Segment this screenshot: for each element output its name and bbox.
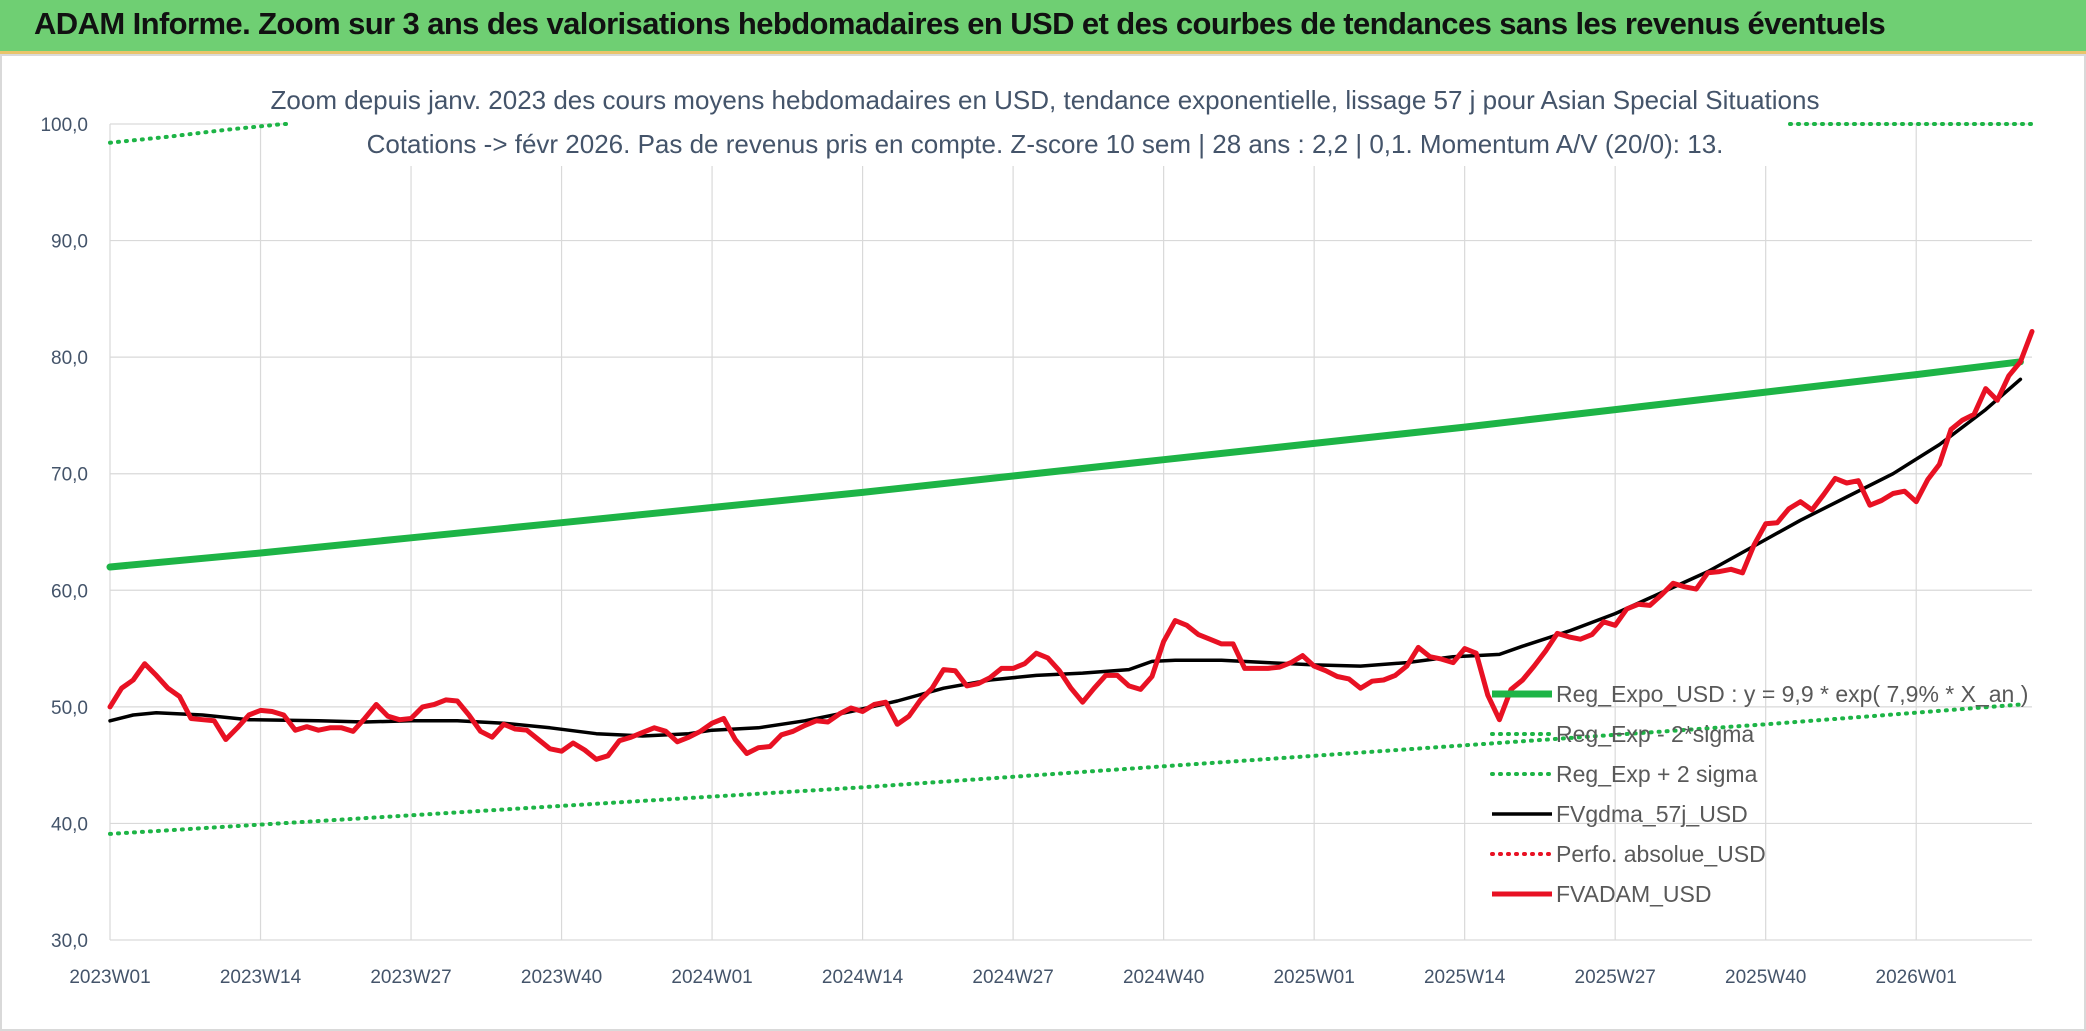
series-line-2 [108,702,2023,836]
x-tick-label: 2023W01 [69,967,150,988]
header-bar: ADAM Informe. Zoom sur 3 ans des valoris… [0,0,2086,54]
series-layer [106,80,2035,836]
legend: Reg_Expo_USD : y = 9,9 * exp( 7,9% * X_a… [1490,681,2028,907]
x-tick-label: 2025W01 [1273,967,1354,988]
y-tick-label: 80,0 [51,348,88,369]
chart-title-backdrop [288,80,1788,166]
legend-label: FVADAM_USD [1556,881,1712,907]
legend-label: Perfo. absolue_USD [1556,841,1766,867]
y-tick-label: 90,0 [51,232,88,253]
x-tick-label: 2025W40 [1725,967,1806,988]
legend-label: Reg_Exp - 2*sigma [1556,721,1754,747]
chart-subtitle: Cotations -> févr 2026. Pas de revenus p… [367,129,1724,159]
legend-label: FVgdma_57j_USD [1556,801,1748,827]
x-tick-label: 2024W27 [972,967,1053,988]
x-tick-label: 2024W01 [671,967,752,988]
axis-layer: 30,0 40,0 50,0 60,0 70,0 80,0 90,0 100,0 2023W01… [40,115,1956,988]
page-title: ADAM Informe. Zoom sur 3 ans des valoris… [34,6,1886,41]
x-tick-label: 2024W14 [822,967,904,988]
x-tick-label: 2023W27 [370,967,451,988]
y-tick-label: 70,0 [51,465,88,486]
series-line-6 [107,329,2035,762]
x-tick-label: 2023W40 [521,967,602,988]
x-tick-label: 2024W40 [1123,967,1204,988]
x-tick-label: 2026W01 [1876,967,1957,988]
grid-layer [109,123,2032,941]
x-tick-label: 2025W14 [1424,967,1506,988]
legend-label: Reg_Exp + 2 sigma [1556,761,1758,787]
series-line-1 [106,358,2024,571]
y-tick-label: 100,0 [40,115,88,136]
legend-label: Reg_Expo_USD : y = 9,9 * exp( 7,9% * X_a… [1556,681,2028,707]
y-tick-label: 60,0 [51,581,88,602]
chart-title: Zoom depuis janv. 2023 des cours moyens … [271,85,1820,115]
x-tick-label: 2023W14 [220,967,302,988]
chart-frame [0,54,2086,1031]
y-tick-label: 50,0 [51,698,88,719]
x-tick-label: 2025W27 [1575,967,1656,988]
series-line-4 [108,377,2023,738]
y-tick-label: 30,0 [51,931,88,952]
y-tick-label: 40,0 [51,814,88,835]
